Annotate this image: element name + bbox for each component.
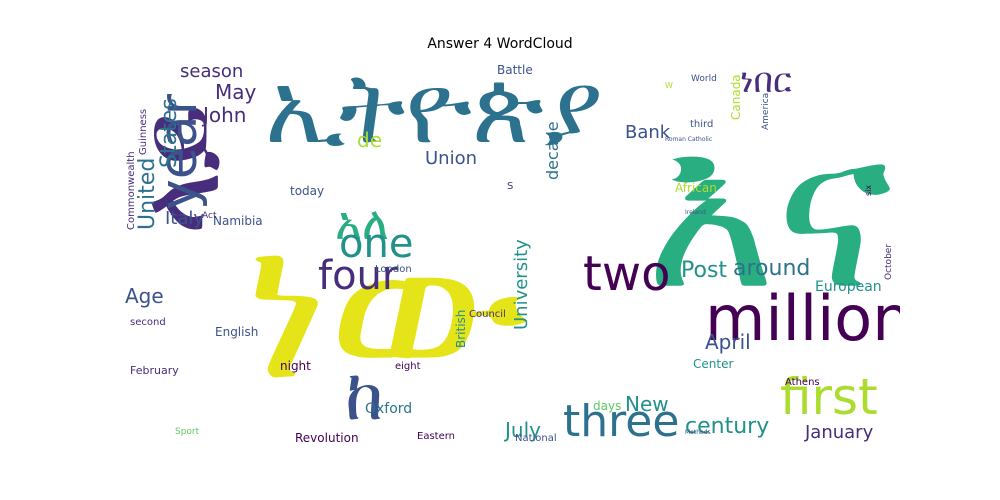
word-ethiopia: ኢትዮጵያ bbox=[265, 60, 603, 166]
word-may: May bbox=[215, 80, 257, 104]
word-one: one bbox=[339, 221, 414, 267]
word-revolution: Revolution bbox=[295, 431, 359, 445]
word-is: አለ bbox=[335, 196, 389, 250]
word-cloud: ኢትዮጵያ ነው እና ላይ ከ አለ ነበር one two three fo… bbox=[125, 60, 900, 445]
word-roman-catholic: Roman Catholic bbox=[665, 136, 713, 143]
word-today: today bbox=[290, 184, 325, 198]
word-act: Act bbox=[202, 211, 217, 221]
word-two: two bbox=[583, 246, 671, 302]
word-athens: Athens bbox=[785, 377, 820, 388]
word-de: de bbox=[357, 128, 382, 152]
word-america: America bbox=[761, 92, 771, 130]
word-ireland: Ireland bbox=[685, 209, 706, 216]
word-february: February bbox=[130, 364, 179, 377]
word-commonwealth: Commonwealth bbox=[126, 151, 137, 230]
word-three: three bbox=[563, 396, 680, 445]
word-sport: Sport bbox=[175, 427, 200, 437]
word-age: Age bbox=[125, 284, 164, 308]
word-battle: Battle bbox=[497, 63, 533, 77]
word-states: States bbox=[157, 98, 182, 168]
word-october: October bbox=[884, 243, 894, 280]
word-six: six bbox=[864, 184, 873, 196]
word-and: እና bbox=[645, 82, 893, 338]
word-namibia: Namibia bbox=[213, 214, 263, 228]
word-eastern: Eastern bbox=[417, 431, 456, 442]
word-university: University bbox=[511, 239, 532, 330]
word-january: January bbox=[805, 422, 874, 443]
word-european: European bbox=[815, 279, 882, 295]
chart-title: Answer 4 WordCloud bbox=[427, 36, 573, 52]
word-second: second bbox=[130, 317, 166, 328]
word-world: World bbox=[691, 74, 717, 84]
word-was: ነበር bbox=[740, 61, 792, 101]
word-italy: Italy bbox=[165, 208, 205, 229]
word-union: Union bbox=[425, 148, 478, 169]
word-bank: Bank bbox=[625, 122, 671, 143]
word-oxford: Oxford bbox=[365, 401, 413, 417]
word-s: S bbox=[507, 181, 514, 192]
word-april: April bbox=[705, 330, 751, 354]
word-english: English bbox=[215, 325, 259, 339]
word-season: season bbox=[180, 61, 244, 82]
word-new2: New bbox=[625, 392, 669, 416]
word-night: night bbox=[280, 359, 311, 373]
word-methods: Methods bbox=[685, 429, 711, 436]
word-john: John bbox=[203, 103, 247, 127]
word-post: Post bbox=[681, 258, 728, 283]
word-century: century bbox=[685, 414, 770, 439]
word-days: days bbox=[593, 399, 622, 413]
word-million: million bbox=[705, 282, 900, 355]
word-council: Council bbox=[469, 309, 506, 320]
word-around: around bbox=[733, 256, 811, 281]
word-eight: eight bbox=[395, 361, 421, 372]
word-first: first bbox=[780, 368, 878, 426]
word-july: July bbox=[505, 418, 541, 442]
word-w: W bbox=[665, 81, 673, 90]
word-center: Center bbox=[693, 357, 734, 371]
word-united: United bbox=[135, 157, 160, 230]
word-new: ነው bbox=[245, 182, 530, 427]
word-third: third bbox=[690, 119, 714, 130]
word-london: London bbox=[375, 264, 412, 275]
word-guinness: Guinness bbox=[138, 108, 149, 155]
word-canada: Canada bbox=[729, 74, 743, 120]
word-from: ከ bbox=[345, 354, 384, 436]
word-african: African bbox=[675, 181, 717, 195]
word-british: British bbox=[454, 309, 468, 348]
word-decade: decade bbox=[543, 121, 562, 180]
word-national: National bbox=[515, 433, 557, 444]
word-four: four bbox=[318, 253, 399, 299]
